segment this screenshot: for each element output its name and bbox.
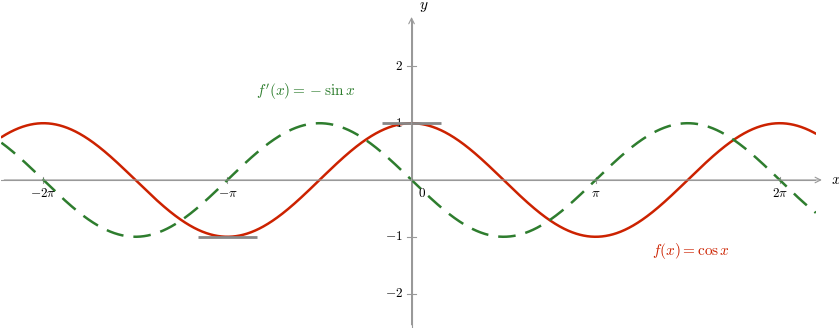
Text: $-1$: $-1$ <box>385 230 403 243</box>
Text: $2\pi$: $2\pi$ <box>772 188 788 200</box>
Text: $1$: $1$ <box>395 117 403 130</box>
Text: $-2\pi$: $-2\pi$ <box>30 188 56 200</box>
Text: $2$: $2$ <box>395 60 403 73</box>
Text: $\pi$: $\pi$ <box>591 188 601 200</box>
Text: $f'(x) = -\sin x$: $f'(x) = -\sin x$ <box>257 82 356 102</box>
Text: $-\pi$: $-\pi$ <box>217 188 237 200</box>
Text: $0$: $0$ <box>418 188 426 200</box>
Text: $-2$: $-2$ <box>384 287 403 300</box>
Text: $x$: $x$ <box>831 173 839 187</box>
Text: $f(x) = \cos x$: $f(x) = \cos x$ <box>652 241 730 261</box>
Text: $y$: $y$ <box>419 0 428 14</box>
